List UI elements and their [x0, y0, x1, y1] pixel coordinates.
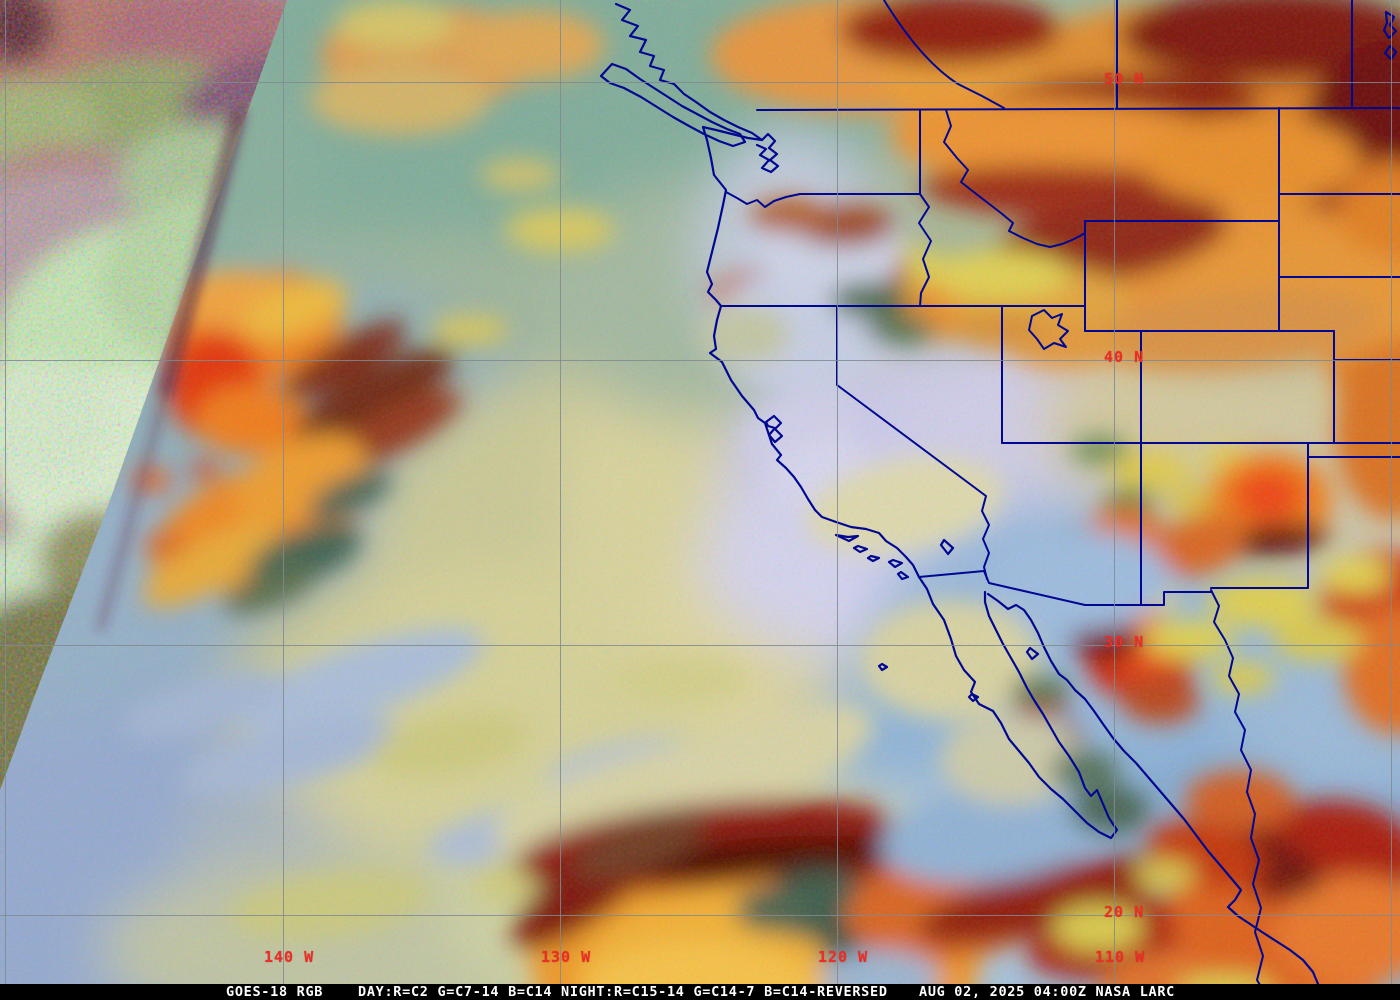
timestamp-label: AUG 02, 2025 04:00Z NASA LARC: [919, 984, 1176, 1000]
channel-islands: [834, 533, 910, 581]
small-islands: [877, 538, 1040, 703]
product-label: GOES-18 RGB: [226, 984, 324, 1000]
vancouver-island-coastline: [599, 62, 747, 148]
oregon-idaho-border: [918, 193, 932, 307]
rgb-recipe-label: DAY:R=C2 G=C7-14 B=C14 NIGHT:R=C15-14 G=…: [358, 984, 888, 1000]
footer-bar: GOES-18 RGB DAY:R=C2 G=C7-14 B=C14 NIGHT…: [0, 984, 1400, 1000]
west-coast-coastline: [701, 125, 921, 579]
washington-oregon-border: [725, 191, 921, 208]
new-mexico-texas-border: [1210, 442, 1309, 589]
california-nevada-border: [836, 305, 990, 580]
border-overlay: [720, 0, 1400, 986]
great-salt-lake: [1028, 309, 1069, 350]
bc-fjord-coastline: [614, 2, 780, 174]
bc-alberta-border: [883, 0, 1005, 109]
us-mexico-border: [918, 570, 1212, 606]
san-francisco-bay: [764, 414, 784, 444]
mexico-mainland-coastline: [986, 592, 1320, 986]
rio-grande-river: [1210, 589, 1264, 986]
coastline-overlay: [599, 2, 1398, 986]
baja-california-coastline: [917, 575, 1119, 840]
us-canada-border: [756, 107, 1400, 111]
idaho-montana-border: [943, 109, 1086, 248]
